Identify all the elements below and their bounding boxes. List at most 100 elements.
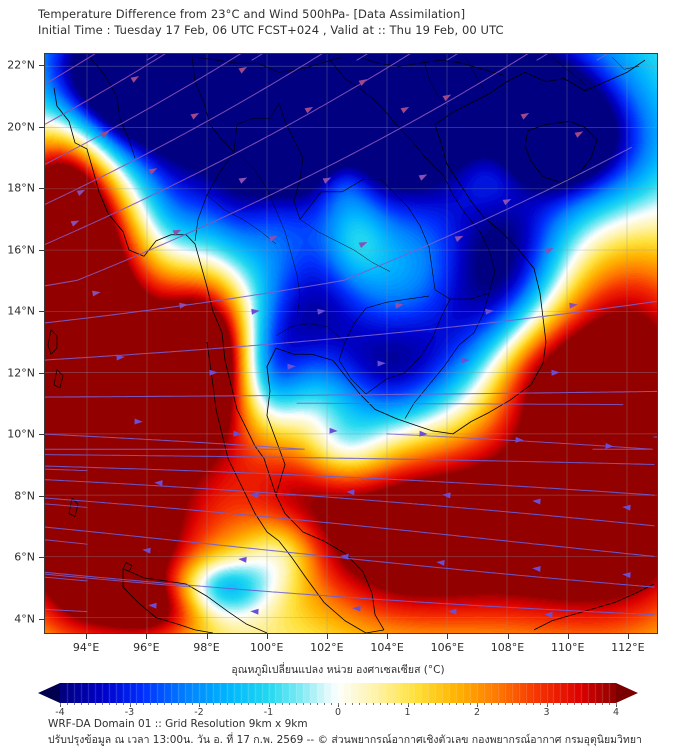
colorbar-minor-tickmark <box>247 703 249 705</box>
colorbar-minor-tickmark <box>574 703 576 705</box>
colorbar-minor-tickmark <box>94 703 96 705</box>
x-axis-tick-label: 106°E <box>430 641 465 654</box>
colorbar-minor-tickmark <box>414 703 416 705</box>
chart-title-line-1: Temperature Difference from 23°C and Win… <box>38 7 466 21</box>
y-axis-tick-label: 22°N <box>7 58 35 72</box>
colorbar-minor-tickmark <box>393 703 395 705</box>
y-axis-tick-label: 18°N <box>7 181 35 195</box>
colorbar-minor-tickmark <box>268 703 270 705</box>
footer-block: WRF-DA Domain 01 :: Grid Resolution 9km … <box>48 716 668 748</box>
colorbar-minor-tickmark <box>483 703 485 705</box>
y-axis-tick-label: 14°N <box>7 304 35 318</box>
x-tickmark <box>206 634 208 639</box>
colorbar-minor-tickmark <box>386 703 388 705</box>
colorbar-minor-tickmark <box>296 703 298 705</box>
colorbar-minor-tickmark <box>164 703 166 705</box>
colorbar-minor-tickmark <box>205 703 207 705</box>
colorbar-minor-tickmark <box>122 703 124 705</box>
colorbar-minor-tickmark <box>338 703 339 705</box>
x-tickmark <box>447 634 449 639</box>
footer-line-2: ปรับปรุงข้อมูล ณ เวลา 13:00น. วัน อ. ที่… <box>48 734 642 746</box>
colorbar-minor-tickmark <box>428 703 430 705</box>
colorbar-minor-tickmark <box>553 703 555 705</box>
colorbar-minor-tickmark <box>178 703 180 705</box>
colorbar-minor-tickmark <box>602 703 604 705</box>
colorbar-minor-tickmark <box>372 703 374 705</box>
y-tickmark <box>39 126 44 128</box>
colorbar-minor-tickmark <box>324 703 326 705</box>
colorbar-minor-tickmark <box>275 703 277 705</box>
colorbar-minor-tickmark <box>616 703 617 705</box>
colorbar-minor-tickmark <box>331 703 333 705</box>
colorbar-minor-tickmark <box>60 703 61 705</box>
y-tickmark <box>39 618 44 620</box>
x-tickmark <box>387 634 389 639</box>
footer-line-1: WRF-DA Domain 01 :: Grid Resolution 9km … <box>48 718 308 730</box>
x-tickmark <box>146 634 148 639</box>
colorbar-minor-tickmark <box>518 703 520 705</box>
colorbar-tick-label: 0 <box>334 707 342 718</box>
colorbar-strip <box>38 683 638 703</box>
colorbar-minor-tickmark <box>407 703 409 705</box>
colorbar-minor-tickmark <box>115 703 117 705</box>
colorbar-minor-tickmark <box>150 703 152 705</box>
colorbar-minor-tickmark <box>595 703 597 705</box>
x-tickmark <box>627 634 629 639</box>
colorbar-minor-tickmark <box>240 703 242 705</box>
colorbar-minor-tickmark <box>66 703 68 705</box>
x-tickmark <box>507 634 509 639</box>
colorbar-minor-tickmark <box>609 703 611 705</box>
colorbar-tick-label: 1 <box>404 707 411 718</box>
colorbar-tick-label: -2 <box>194 707 204 718</box>
colorbar-minor-tickmark <box>226 703 228 705</box>
y-tickmark <box>39 434 44 436</box>
y-axis-tick-label: 6°N <box>14 550 35 564</box>
colorbar-minor-tickmark <box>199 703 200 705</box>
colorbar-minor-tickmark <box>185 703 187 705</box>
colorbar-minor-tickmark <box>351 703 353 705</box>
colorbar-minor-tickmark <box>379 703 381 705</box>
y-tickmark <box>39 372 44 374</box>
colorbar-minor-tickmark <box>129 703 131 705</box>
colorbar-minor-tickmark <box>289 703 291 705</box>
colorbar-minor-tickmark <box>477 703 478 705</box>
colorbar-tick-label: 3 <box>543 707 550 718</box>
colorbar-title: อุณหภูมิเปลี่ยนแปลง หน่วย องศาเซลเซียส (… <box>231 664 445 676</box>
colorbar-under-cap <box>38 683 60 703</box>
y-axis-tick-label: 10°N <box>7 427 35 441</box>
colorbar-minor-tickmark <box>504 703 506 705</box>
colorbar-minor-tickmark <box>490 703 492 705</box>
y-tickmark <box>39 65 44 67</box>
x-axis-tick-label: 100°E <box>249 641 284 654</box>
colorbar-minor-tickmark <box>73 703 75 705</box>
colorbar-gradient <box>60 683 616 703</box>
x-axis-tick-label: 110°E <box>550 641 585 654</box>
x-axis-tick-label: 102°E <box>310 641 344 654</box>
y-tickmark <box>39 495 44 497</box>
colorbar-minor-tickmark <box>525 703 527 705</box>
colorbar-minor-tickmark <box>400 703 402 705</box>
colorbar-tickmark <box>199 703 200 707</box>
y-axis-tick-label: 8°N <box>14 489 35 503</box>
x-axis-tick-label: 96°E <box>133 641 160 654</box>
colorbar-minor-tickmark <box>233 703 235 705</box>
colorbar-minor-tickmark <box>532 703 534 705</box>
colorbar-tick-label: -4 <box>55 707 65 718</box>
y-tickmark <box>39 557 44 559</box>
colorbar-minor-tickmark <box>588 703 590 705</box>
colorbar-minor-tickmark <box>358 703 360 705</box>
y-axis-tick-label: 12°N <box>7 366 35 380</box>
colorbar-minor-tickmark <box>303 703 305 705</box>
chart-title-block: Temperature Difference from 23°C and Win… <box>38 6 658 38</box>
x-tickmark <box>326 634 328 639</box>
colorbar-ticks: -4 -3 -2 -1 0 1 2 3 4 <box>55 703 619 721</box>
colorbar-minor-tickmark <box>108 703 110 705</box>
colorbar-minor-tickmark <box>442 703 444 705</box>
colorbar-minor-tickmark <box>456 703 458 705</box>
y-tickmark <box>39 249 44 251</box>
x-axis-tick-label: 94°E <box>72 641 100 654</box>
colorbar-minor-tickmark <box>497 703 499 705</box>
x-axis-tick-label: 104°E <box>370 641 404 654</box>
colorbar-minor-tickmark <box>463 703 465 705</box>
colorbar-tick-label: 2 <box>473 707 481 718</box>
